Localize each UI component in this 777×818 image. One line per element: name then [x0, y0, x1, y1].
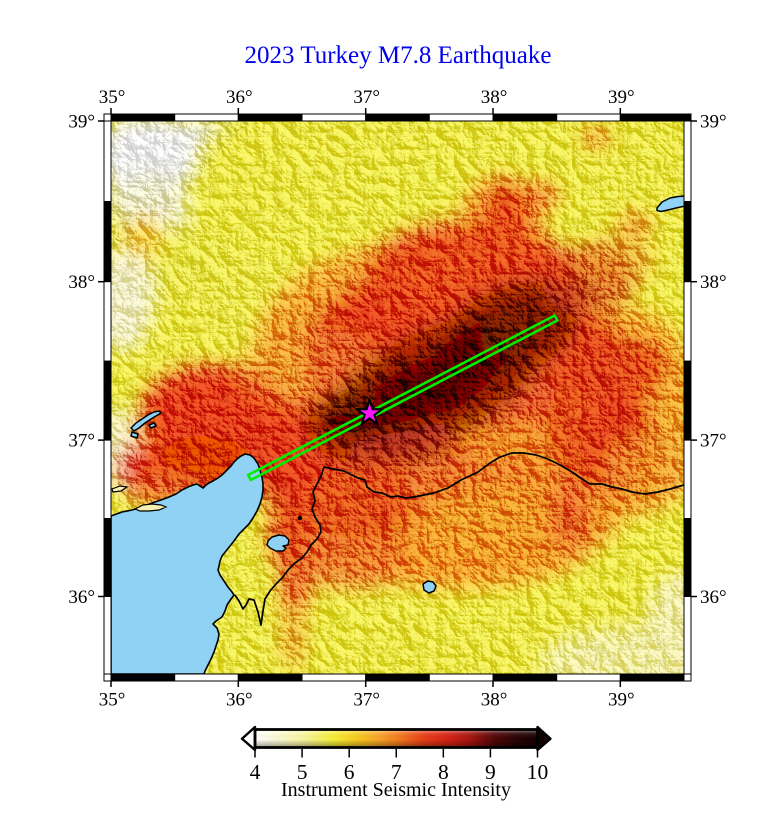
svg-text:39°: 39°: [68, 112, 95, 133]
svg-text:35°: 35°: [99, 87, 126, 108]
svg-text:38°: 38°: [700, 272, 727, 293]
svg-text:36°: 36°: [68, 587, 95, 608]
svg-text:36°: 36°: [226, 87, 253, 108]
svg-text:39°: 39°: [608, 690, 635, 711]
svg-text:6: 6: [344, 760, 355, 784]
svg-text:9: 9: [485, 760, 496, 784]
svg-text:39°: 39°: [608, 87, 635, 108]
svg-text:39°: 39°: [700, 112, 727, 133]
svg-text:2023 Turkey M7.8 Earthquake: 2023 Turkey M7.8 Earthquake: [245, 42, 552, 69]
svg-text:37°: 37°: [68, 431, 95, 452]
svg-text:38°: 38°: [481, 87, 508, 108]
svg-text:37°: 37°: [353, 690, 380, 711]
svg-text:5: 5: [297, 760, 308, 784]
svg-text:37°: 37°: [353, 87, 380, 108]
svg-text:10: 10: [527, 760, 549, 784]
svg-text:Instrument Seismic Intensity: Instrument Seismic Intensity: [281, 779, 511, 801]
svg-text:36°: 36°: [226, 690, 253, 711]
svg-text:4: 4: [250, 760, 261, 784]
svg-text:38°: 38°: [68, 272, 95, 293]
svg-text:7: 7: [391, 760, 402, 784]
svg-text:35°: 35°: [99, 690, 126, 711]
svg-text:8: 8: [438, 760, 449, 784]
svg-text:37°: 37°: [700, 431, 727, 452]
svg-text:36°: 36°: [700, 587, 727, 608]
svg-text:38°: 38°: [481, 690, 508, 711]
